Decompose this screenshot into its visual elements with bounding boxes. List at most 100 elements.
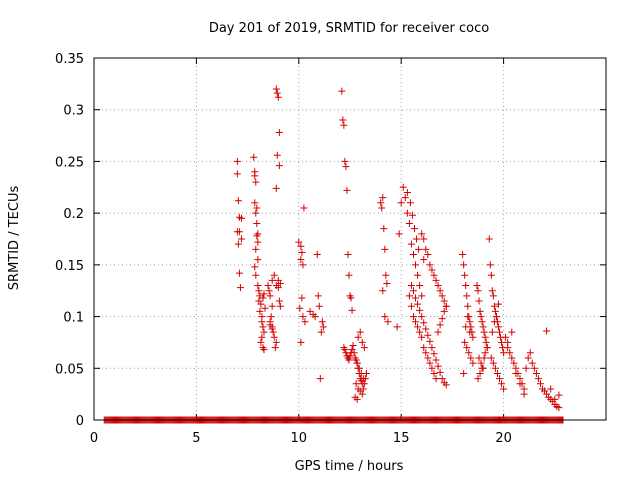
data-point — [236, 284, 244, 292]
data-point — [474, 375, 482, 383]
data-point — [353, 395, 361, 403]
data-point — [434, 282, 442, 290]
data-point — [520, 390, 528, 398]
data-point — [297, 338, 305, 346]
data-point — [409, 251, 417, 259]
data-point — [342, 163, 350, 171]
data-point — [357, 369, 365, 377]
data-point — [250, 153, 258, 161]
data-point — [408, 211, 416, 219]
data-point — [489, 359, 497, 367]
data-point — [416, 282, 424, 290]
data-point — [418, 313, 426, 321]
data-point — [383, 279, 391, 287]
data-point — [264, 282, 272, 290]
data-point — [487, 271, 495, 279]
data-point — [462, 282, 470, 290]
data-point — [237, 214, 245, 222]
data-point — [422, 349, 430, 357]
data-point — [295, 238, 303, 246]
data-point — [491, 307, 499, 315]
data-point — [530, 364, 538, 372]
data-point — [270, 271, 278, 279]
data-point — [500, 385, 508, 393]
axis-ticks: 0 0.05 0.1 0.15 0.2 0.25 0.3 0.35 0 5 10 15 20 — [55, 52, 606, 446]
data-point — [299, 313, 307, 321]
data-point — [260, 290, 268, 298]
data-point — [252, 209, 260, 217]
data-point — [486, 261, 494, 269]
data-point — [412, 318, 420, 326]
data-point — [306, 307, 314, 315]
data-point — [270, 333, 278, 341]
data-point — [414, 300, 422, 308]
y-tick-label: 0.1 — [63, 311, 84, 326]
data-point — [536, 380, 544, 388]
data-point — [354, 333, 362, 341]
data-point — [260, 328, 268, 336]
data-point — [494, 323, 502, 331]
data-point — [271, 344, 279, 352]
data-point — [405, 219, 413, 227]
data-point — [259, 294, 267, 302]
data-point — [251, 263, 259, 271]
data-point — [438, 315, 446, 323]
data-point — [477, 313, 485, 321]
data-point — [298, 294, 306, 302]
data-point — [491, 364, 499, 372]
data-point — [420, 319, 428, 327]
data-point — [399, 183, 407, 191]
data-point — [551, 395, 559, 403]
data-point — [422, 245, 430, 253]
data-point — [498, 338, 506, 346]
data-point — [254, 282, 262, 290]
data-point — [276, 279, 284, 287]
data-point — [377, 199, 385, 207]
data-point — [381, 245, 389, 253]
y-tick-label: 0.25 — [55, 155, 84, 170]
data-point — [314, 292, 322, 300]
data-point — [268, 276, 276, 284]
data-point — [475, 297, 483, 305]
data-point — [416, 328, 424, 336]
data-point — [407, 240, 415, 248]
data-point — [393, 323, 401, 331]
data-point — [522, 364, 530, 372]
data-point — [266, 321, 274, 329]
data-point — [317, 328, 325, 336]
data-point — [508, 328, 516, 336]
data-point — [297, 242, 305, 250]
x-tick-label: 20 — [495, 431, 512, 446]
data-point — [426, 261, 434, 269]
data-point — [434, 362, 442, 370]
data-point — [269, 328, 277, 336]
data-point — [547, 385, 555, 393]
data-point — [300, 204, 308, 212]
data-point — [506, 349, 514, 357]
data-point — [428, 266, 436, 274]
data-point — [403, 209, 411, 217]
data-point — [469, 359, 477, 367]
data-point — [424, 354, 432, 362]
data-point — [275, 297, 283, 305]
data-point — [407, 282, 415, 290]
data-point — [440, 297, 448, 305]
data-point — [274, 284, 282, 292]
data-point — [460, 261, 468, 269]
data-point — [477, 359, 485, 367]
data-point — [459, 251, 467, 259]
data-point — [358, 390, 366, 398]
data-point — [430, 369, 438, 377]
data-point — [555, 391, 563, 399]
data-point — [379, 194, 387, 202]
data-point — [273, 151, 281, 159]
data-point — [424, 251, 432, 259]
data-point — [298, 248, 306, 256]
data-point — [412, 294, 420, 302]
data-point — [412, 261, 420, 269]
data-point — [252, 178, 260, 186]
data-point — [267, 313, 275, 321]
data-point — [258, 313, 266, 321]
data-point — [432, 276, 440, 284]
